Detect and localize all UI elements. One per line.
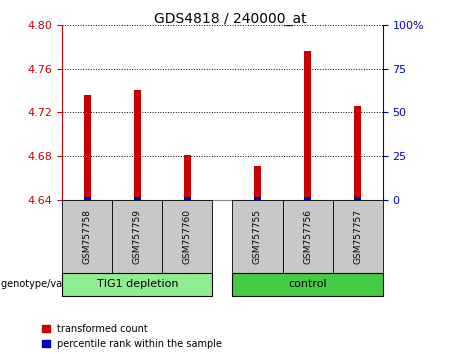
Bar <box>183 196 191 200</box>
Text: GSM757757: GSM757757 <box>353 209 362 264</box>
Bar <box>304 51 311 200</box>
Text: GSM757760: GSM757760 <box>183 209 192 264</box>
Bar <box>254 196 261 200</box>
Text: GDS4818 / 240000_at: GDS4818 / 240000_at <box>154 12 307 27</box>
Bar <box>254 166 261 200</box>
Bar <box>134 196 141 200</box>
Text: GSM757755: GSM757755 <box>253 209 262 264</box>
Bar <box>354 106 361 200</box>
Bar <box>83 95 91 200</box>
Text: TIG1 depletion: TIG1 depletion <box>96 279 178 289</box>
Bar <box>183 155 191 200</box>
Bar <box>354 196 361 200</box>
Text: genotype/variation  ▶: genotype/variation ▶ <box>1 279 107 289</box>
Text: GSM757759: GSM757759 <box>133 209 142 264</box>
Legend: transformed count, percentile rank within the sample: transformed count, percentile rank withi… <box>42 324 222 349</box>
Bar <box>304 196 311 200</box>
Text: GSM757758: GSM757758 <box>83 209 92 264</box>
Text: GSM757756: GSM757756 <box>303 209 312 264</box>
Text: control: control <box>288 279 327 289</box>
Bar <box>134 91 141 200</box>
Bar <box>83 196 91 200</box>
